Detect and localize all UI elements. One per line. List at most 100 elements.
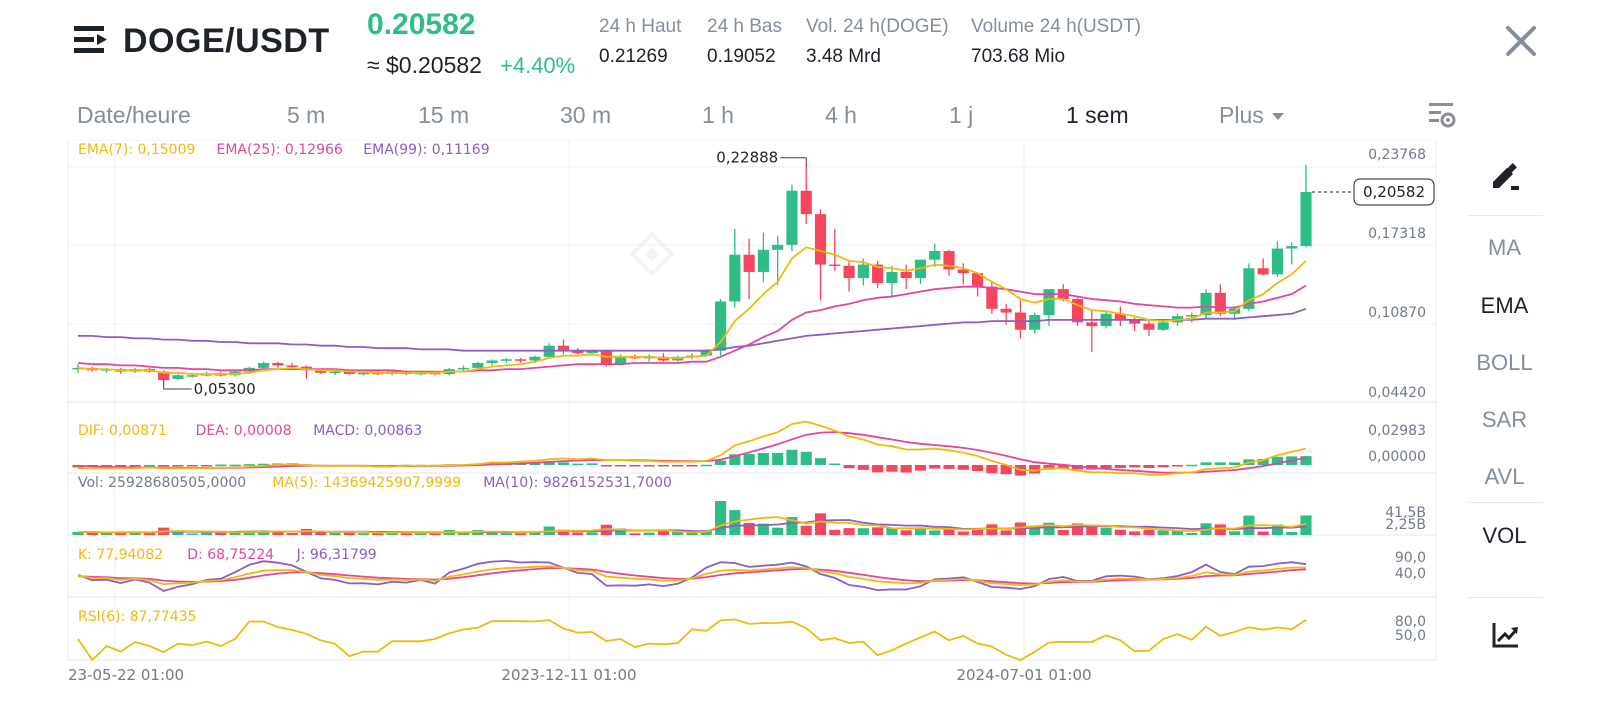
candle-body [572, 350, 584, 354]
candle-body [800, 190, 812, 215]
tab-datetime[interactable]: Date/heure [77, 102, 191, 128]
tab-1h[interactable]: 1 h [702, 102, 734, 128]
candle-body [286, 365, 298, 367]
volume-bar [800, 525, 812, 535]
tab-5m[interactable]: 5 m [287, 102, 326, 128]
macd-histogram-bar [200, 465, 213, 467]
volume-bar [1086, 524, 1098, 535]
indicator-boll[interactable]: BOLL [1476, 350, 1533, 375]
stat-value: 0.21269 [599, 46, 668, 67]
macd-histogram-bar [143, 464, 155, 467]
candle-body [358, 372, 370, 375]
volume-bar [1171, 530, 1184, 535]
volume-bar [729, 510, 741, 535]
indicator-sar[interactable]: SAR [1481, 407, 1528, 432]
macd-histogram-bar [772, 452, 784, 465]
macd-histogram-bar [557, 462, 570, 465]
volume-bar [143, 532, 155, 535]
tab-4h[interactable]: 4 h [825, 102, 857, 128]
volume-bar [914, 527, 927, 535]
y-axis-label: 0,23768 [1368, 147, 1426, 163]
chart-settings-icon[interactable] [1427, 100, 1457, 130]
volume-bar [1129, 531, 1141, 535]
indicator-ema[interactable]: EMA [1480, 293, 1529, 318]
tab-1w[interactable]: 1 sem [1066, 102, 1129, 128]
indicator-vol[interactable]: VOL [1482, 523, 1527, 548]
macd-histogram-bar [586, 463, 598, 465]
pencil-icon[interactable] [1489, 162, 1521, 192]
volume-bar [1271, 524, 1284, 535]
x-axis-label: 2024-07-01 01:00 [956, 666, 1091, 684]
candle-body [186, 375, 198, 377]
tab-1d[interactable]: 1 j [949, 102, 974, 128]
volume-legend-item: MA(5): 14369425907,9999 [272, 475, 461, 491]
candle-body [529, 356, 541, 361]
last-price-label: 0,20582 [1363, 183, 1425, 201]
high-price-label: 0,22888 [716, 149, 778, 167]
ema-legend-item: EMA(7): 0,15009 [78, 142, 195, 158]
candle-body [786, 190, 798, 245]
macd-histogram-bar [100, 465, 113, 467]
macd-histogram-bar [1114, 465, 1126, 469]
pair-title[interactable]: DOGE/USDT [123, 22, 330, 60]
indicator-panel: MA EMA BOLL SAR AVL VOL [1468, 140, 1600, 720]
candle-body [1000, 308, 1012, 313]
price-change: +4.40% [500, 53, 576, 78]
chart-icon[interactable] [1491, 620, 1521, 650]
macd-histogram-bar [1300, 456, 1312, 465]
volume-bar [772, 527, 784, 535]
volume-bar [986, 524, 998, 535]
stat-24h-vol-usdt: Volume 24 h(USDT) 703.68 Mio [971, 16, 1141, 68]
ema99-line [78, 307, 1307, 352]
macd-histogram-bar [657, 465, 670, 467]
divider [1468, 597, 1543, 598]
volume-bar [372, 532, 384, 535]
volume-bar [586, 532, 598, 535]
macd-histogram-bar [872, 465, 884, 473]
menu-icon[interactable] [74, 24, 108, 56]
tab-30m[interactable]: 30 m [560, 102, 612, 128]
macd-histogram-bar [243, 464, 255, 466]
volume-bar [400, 532, 412, 535]
indicator-ma[interactable]: MA [1488, 235, 1521, 260]
low-price-label: 0,05300 [194, 380, 256, 398]
tab-15m[interactable]: 15 m [418, 102, 470, 128]
volume-bar [829, 529, 841, 535]
y-axis-label: 40,0 [1395, 566, 1426, 582]
close-icon[interactable] [1502, 22, 1540, 60]
candle-body [586, 350, 598, 354]
rsi-line [77, 618, 1307, 662]
volume-bar [886, 527, 898, 535]
candle-body [457, 367, 470, 370]
stat-label: Volume 24 h(USDT) [971, 16, 1142, 37]
macd-histogram-bar [615, 465, 627, 467]
macd-histogram-bar [600, 465, 612, 467]
chart-area[interactable]: 0,23768 0,17318 0,10870 0,04420 EMA(7): 0,15… [0, 140, 1460, 720]
volume-bar [657, 531, 670, 535]
ema7-line [77, 246, 1307, 375]
volume-bar [1000, 530, 1012, 535]
indicator-avl[interactable]: AVL [1484, 464, 1525, 489]
volume-bar [629, 533, 641, 535]
macd-histogram-bar [943, 465, 955, 469]
y-axis-label: 0,04420 [1368, 385, 1426, 401]
candle-body [1071, 298, 1084, 323]
candle-body [1243, 268, 1255, 309]
y-axis-label: 80,0 [1395, 614, 1426, 630]
header: DOGE/USDT 0.20582 ≈ $0.20582 +4.40% 24 h… [0, 0, 1600, 90]
macd-histogram-bar [672, 465, 684, 467]
stat-value: 0.19052 [707, 46, 776, 67]
volume-bar [258, 530, 270, 535]
candle-body [1214, 292, 1226, 314]
volume-bar [714, 501, 727, 535]
macd-histogram-bar [1157, 465, 1169, 468]
tab-more[interactable]: Plus [1219, 102, 1284, 129]
macd-histogram-bar [929, 465, 941, 469]
volume-legend-item: MA(10): 9826152531,7000 [483, 475, 672, 491]
tab-more-label: Plus [1219, 102, 1264, 128]
volume-bar [1057, 529, 1069, 535]
ema-legend-item: EMA(99): 0,11169 [363, 142, 489, 158]
macd-histogram-bar [129, 465, 141, 467]
volume-bar [843, 528, 855, 535]
volume-bar [943, 528, 955, 535]
